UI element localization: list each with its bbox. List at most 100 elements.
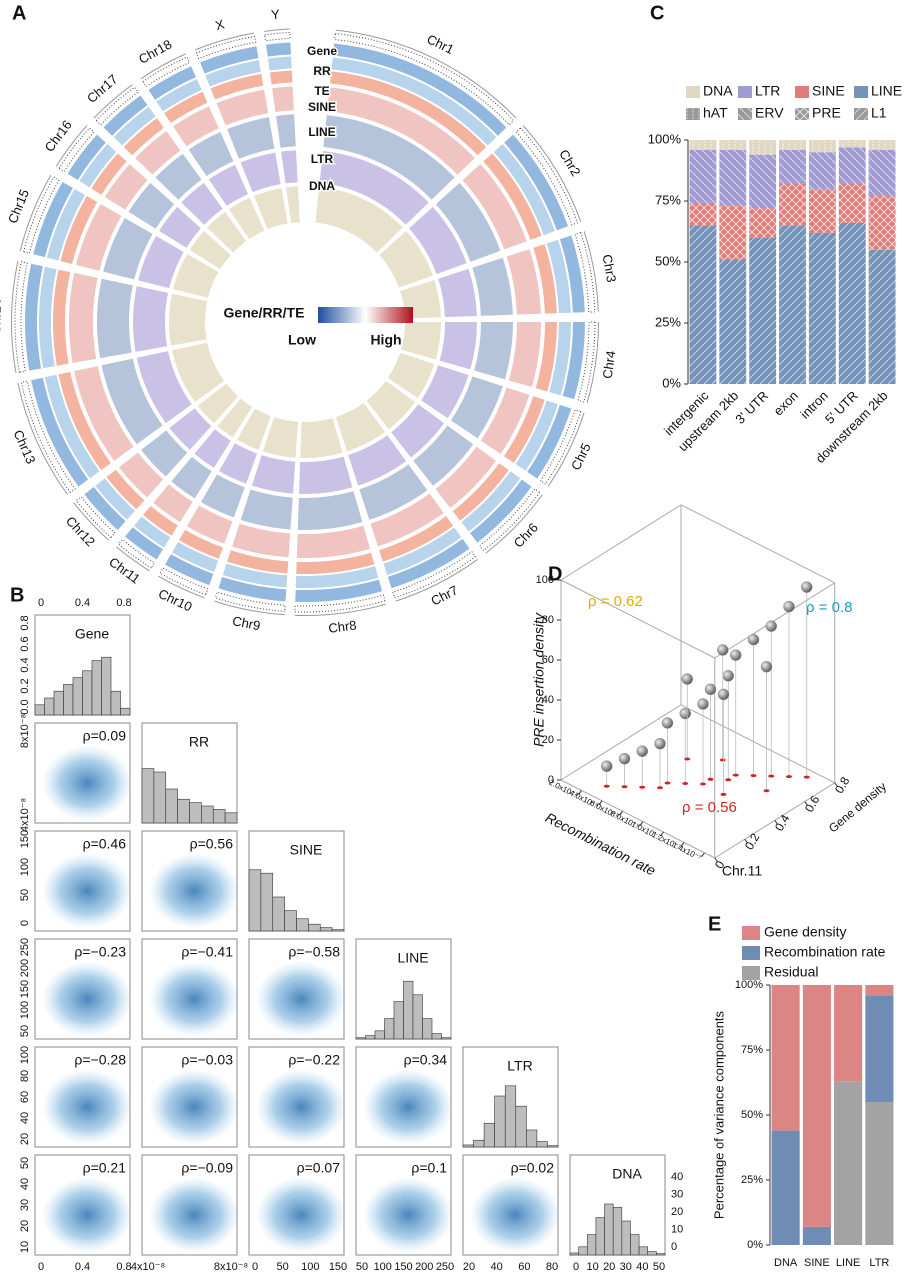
x-tick-label: 100 [301,1261,319,1273]
z-tick-label: 100 [536,574,554,586]
track-label: Gene [307,44,337,58]
panel-label: B [10,584,24,606]
z-tick-label: 40 [542,694,554,706]
box-edge [560,704,682,781]
legend-label: L1 [871,105,887,121]
bar-hatch [719,205,747,260]
point-cloud [255,961,347,1037]
chromosome-label: Chr10 [156,586,194,615]
track-segment [134,516,171,548]
point-cloud [362,1177,454,1253]
histogram-bar [212,809,226,824]
bar-hatch [749,140,777,155]
chromosome-label: Chr11 [106,554,143,586]
track-segment [438,268,477,318]
histogram-bar [578,1246,588,1256]
track-segment [153,484,193,523]
y-tick-label: 100% [735,979,763,991]
chromosome-label: Chr4 [600,350,619,380]
track-segment [200,46,259,74]
histogram-bar [34,704,45,716]
track-segment [535,322,557,392]
y-tick-label: 0.2 [19,678,31,693]
rho-label: ρ=−0.23 [74,944,126,960]
histogram-bar [44,697,55,716]
chromosome-label: Y [270,6,280,22]
y-tick [744,838,749,844]
histogram-bar [296,918,309,932]
track-segment [128,182,175,229]
ideogram-arc [55,125,88,167]
track-segment [296,552,375,574]
variable-name: RR [189,734,209,750]
histogram-bar [201,805,214,824]
legend-swatch [854,86,868,98]
rho-label: ρ=0.09 [83,728,127,744]
track-segment [197,383,239,424]
y-tick-label: 150 [19,830,31,848]
bar-segment [802,1226,831,1245]
track-segment [103,218,153,280]
track-segment [33,182,73,258]
x-tick-label: SINE [804,1257,830,1269]
y-tick-label: 100% [648,131,682,146]
point [681,673,693,685]
x-tick-label: 200 [415,1261,433,1273]
point [654,737,666,750]
y-tick-label: 50 [19,1025,31,1037]
legend-label: Recombination rate [764,944,886,960]
variable-name: SINE [290,842,323,858]
histogram-bar [515,1105,527,1148]
x-tick [598,800,603,806]
histogram-bar [153,771,167,824]
panel-label: C [650,2,664,24]
track-segment [138,236,184,289]
y-tick [834,782,839,788]
floor-projection [707,777,714,781]
track-segment [156,78,202,112]
histogram-bar [72,677,83,716]
histogram-bar [504,1085,517,1148]
rho-label: ρ=−0.03 [181,1052,233,1068]
bar-hatch [838,183,866,223]
track-segment [474,322,513,380]
track-segment [366,380,416,430]
floor-projection [763,789,770,793]
histogram-bar [224,812,238,824]
track-segment [240,489,293,530]
histogram-bar [441,1037,452,1040]
track-segment [169,293,208,346]
track-segment [315,186,403,253]
track-segment [101,358,163,445]
rho-label: ρ=−0.41 [181,944,233,960]
variable-name: DNA [612,1166,642,1182]
track-segment [387,538,470,589]
histogram-bar [412,994,423,1040]
track-label: DNA [309,179,335,193]
track-segment [104,164,148,210]
chromosome-label: Chr13 [11,428,39,466]
track-segment [46,189,86,261]
point-cloud [41,961,133,1037]
track-segment [187,505,233,544]
histogram-bar [403,980,414,1040]
bar-hatch [689,140,717,150]
x-axis-title: Recombination rate [543,809,659,878]
x-tick-label: 10 [586,1261,598,1273]
track-segment [143,505,178,536]
bar-segment [771,1130,800,1245]
x-tick-label: exon [771,388,802,419]
track-segment [141,430,188,477]
histogram-bar [284,910,297,932]
y-tick-label: 100 [19,1001,31,1019]
histogram-bar [569,1252,579,1256]
track-segment [208,164,249,206]
track-segment [79,144,117,188]
chromosome-label: Chr16 [42,117,75,154]
ideogram-arc [158,575,205,599]
histogram-bar [547,1145,559,1148]
y-tick [804,801,809,806]
histogram-bar [365,1035,376,1040]
point [783,600,795,613]
x-tick [619,810,623,816]
